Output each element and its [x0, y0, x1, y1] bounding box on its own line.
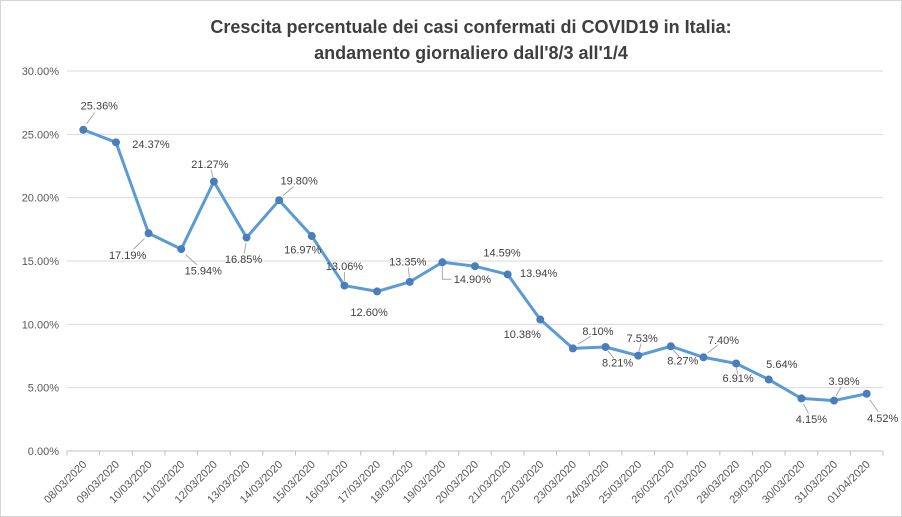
data-point-label: 14.90% [454, 274, 492, 286]
y-axis-tick-label: 15.00% [22, 256, 60, 268]
data-point-marker [275, 196, 284, 205]
data-point-label: 14.59% [483, 248, 521, 260]
data-point-label: 3.98% [828, 376, 859, 388]
data-point-marker [373, 287, 382, 296]
data-point-marker [732, 359, 741, 368]
data-point-label: 13.06% [326, 261, 364, 273]
data-point-marker [601, 343, 610, 352]
label-leader-line [243, 242, 247, 254]
label-leader-line [607, 350, 615, 359]
data-point-marker [503, 270, 512, 279]
label-leader-line [672, 349, 680, 358]
label-leader-line [577, 335, 592, 345]
y-axis-tick-label: 25.00% [22, 129, 60, 141]
data-point-label: 13.94% [520, 268, 558, 280]
data-point-marker [79, 125, 88, 134]
data-point-marker [634, 351, 643, 360]
data-point-label: 25.36% [81, 100, 119, 112]
data-point-marker [111, 138, 120, 147]
data-point-marker [536, 315, 545, 324]
data-point-label: 24.37% [132, 139, 170, 151]
label-leader-line [441, 266, 452, 280]
data-point-label: 6.91% [723, 373, 754, 385]
y-axis-tick-label: 5.00% [28, 383, 59, 395]
data-point-marker [862, 389, 871, 398]
label-leader-line [638, 343, 642, 352]
data-point-marker [797, 394, 806, 403]
y-axis-tick-label: 30.00% [22, 66, 60, 78]
data-point-marker [699, 353, 708, 362]
data-point-marker [144, 229, 153, 238]
data-point-marker [471, 262, 479, 271]
label-leader-line [282, 186, 294, 196]
data-point-marker [307, 232, 316, 241]
data-point-label: 10.38% [504, 329, 542, 341]
data-point-marker [340, 281, 349, 290]
data-point-label: 19.80% [281, 176, 319, 188]
data-point-label: 13.35% [389, 256, 427, 268]
label-leader-line [707, 344, 719, 354]
data-point-marker [405, 277, 414, 286]
data-point-marker [666, 342, 675, 351]
data-point-label: 16.97% [284, 245, 322, 257]
label-leader-line [869, 399, 879, 413]
data-point-marker [209, 177, 218, 186]
data-point-label: 8.10% [582, 326, 613, 338]
data-point-label: 8.21% [602, 358, 633, 370]
data-point-marker [764, 375, 773, 384]
data-point-label: 16.85% [225, 254, 263, 266]
data-point-marker [177, 245, 186, 254]
label-leader-line [86, 112, 96, 125]
data-point-label: 8.27% [667, 356, 698, 368]
data-point-label: 7.53% [627, 333, 658, 345]
data-point-label: 15.94% [185, 266, 223, 278]
label-leader-line [185, 254, 198, 266]
data-point-label: 17.19% [109, 250, 147, 262]
label-leader-line [736, 367, 739, 375]
data-point-marker [830, 396, 839, 405]
data-point-marker [438, 258, 447, 267]
data-point-label: 5.64% [766, 359, 797, 371]
y-axis-tick-label: 10.00% [22, 319, 60, 331]
label-leader-line [133, 238, 145, 250]
label-leader-line [802, 403, 810, 414]
label-leader-line [407, 267, 410, 277]
data-point-label: 12.60% [350, 307, 388, 319]
label-leader-line [210, 169, 214, 178]
data-point-label: 7.40% [708, 335, 739, 347]
data-point-marker [568, 344, 577, 353]
data-point-label: 21.27% [191, 159, 229, 171]
y-axis-tick-label: 20.00% [22, 193, 60, 205]
data-point-label: 4.15% [796, 414, 827, 426]
data-point-marker [242, 233, 251, 242]
y-axis-tick-label: 0.00% [28, 446, 59, 458]
label-leader-line [835, 386, 842, 397]
data-point-label: 4.52% [867, 413, 898, 425]
